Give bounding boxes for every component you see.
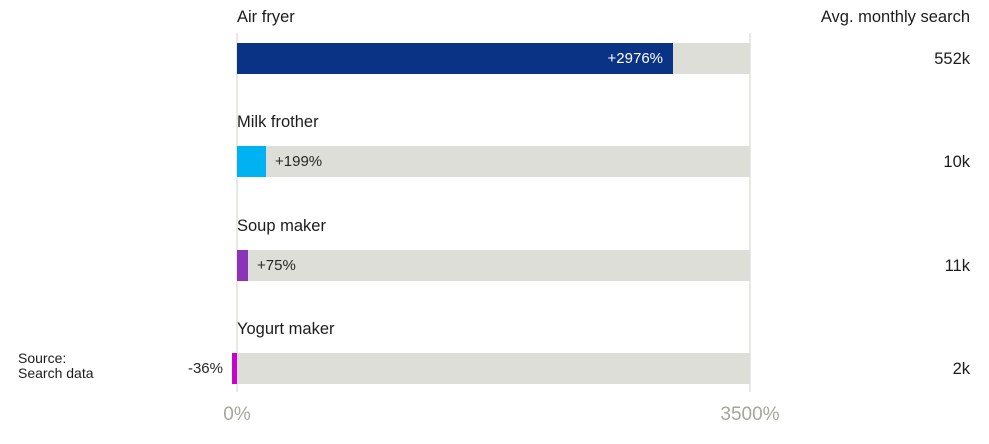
x-axis-tick-3500pct: 3500% (720, 404, 780, 425)
source-note-line2: Search data (18, 364, 94, 381)
bar-track (237, 146, 750, 177)
value-column-header: Avg. monthly search (820, 8, 970, 26)
avg-monthly-search-value: 552k (934, 50, 970, 68)
bar-value-label: +2976% (607, 50, 663, 67)
gridline-0pct (236, 33, 238, 392)
bar-fill (232, 353, 237, 384)
bar-value-label: +75% (257, 257, 296, 274)
category-label: Soup maker (237, 217, 326, 235)
source-note-line1: Source: (18, 350, 67, 366)
avg-monthly-search-value: 2k (952, 360, 970, 378)
gridline-3500pct (749, 33, 751, 392)
bar-value-label: -36% (187, 360, 223, 377)
bar-value-label: +199% (275, 153, 323, 170)
bar-fill (237, 250, 248, 281)
source-note: Source: Search data (18, 351, 94, 380)
x-axis-tick-0pct: 0% (223, 404, 251, 425)
avg-monthly-search-value: 11k (944, 257, 970, 275)
bar-fill (237, 43, 673, 74)
bar-fill (237, 146, 266, 177)
bar-track (237, 353, 750, 384)
avg-monthly-search-value: 10k (943, 153, 970, 171)
bar-track (237, 250, 750, 281)
category-label: Milk frother (237, 113, 319, 131)
category-label: Air fryer (237, 8, 295, 26)
category-label: Yogurt maker (237, 320, 335, 338)
